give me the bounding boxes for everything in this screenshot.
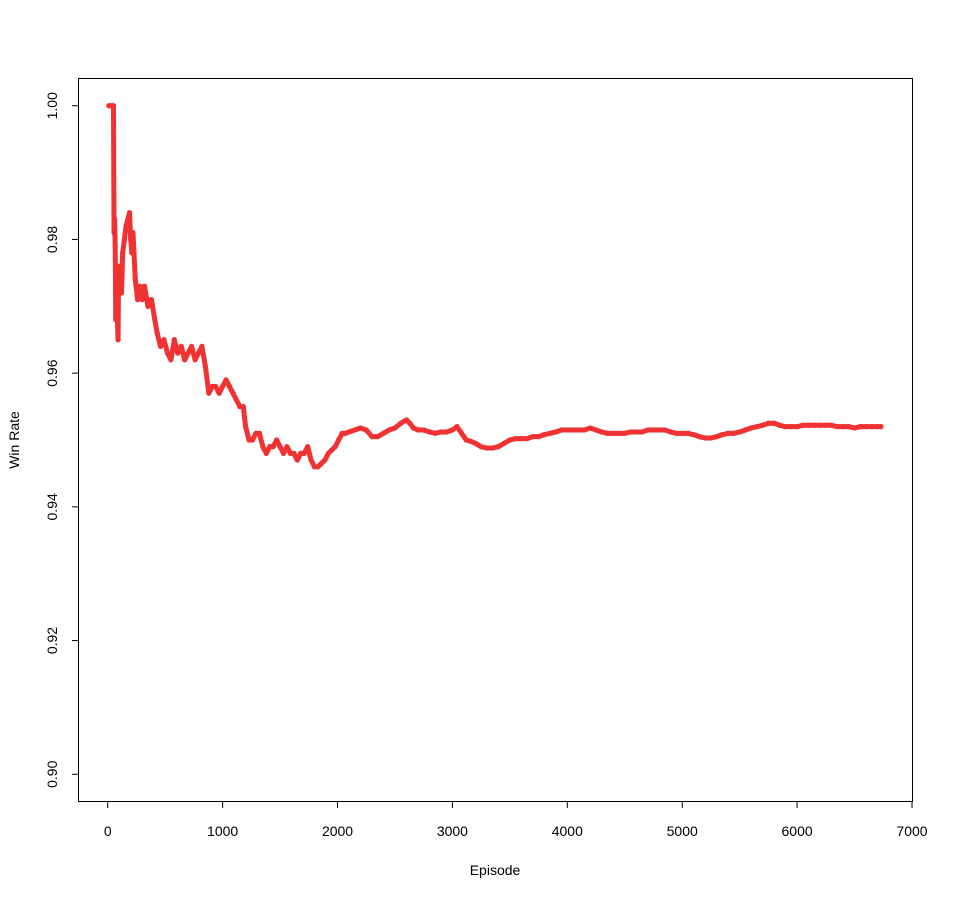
series-segment: [202, 363, 212, 396]
y-tick-label: 0.92: [44, 627, 60, 654]
y-tick-label: 0.94: [44, 493, 60, 520]
x-tick-label: 1000: [207, 823, 238, 839]
data-point: [878, 424, 884, 430]
series-segment: [110, 103, 117, 236]
series-segment: [148, 297, 158, 323]
x-tick-label: 5000: [667, 823, 698, 839]
series-segment: [240, 404, 249, 430]
y-tick-label: 0.98: [44, 226, 60, 253]
x-tick-label: 7000: [896, 823, 927, 839]
x-tick-label: 4000: [552, 823, 583, 839]
x-tick-label: 6000: [782, 823, 813, 839]
series-segment: [112, 216, 118, 249]
x-tick-label: 2000: [322, 823, 353, 839]
y-axis: 0.90 0.92 0.94 0.96 0.98 1.00: [44, 92, 79, 788]
y-tick-label: 0.90: [44, 760, 60, 787]
y-axis-title: Win Rate: [6, 411, 22, 469]
x-axis: 0 1000 2000 3000 4000 5000 6000 7000: [104, 801, 928, 839]
x-tick-label: 0: [104, 823, 112, 839]
data-series: [106, 103, 884, 470]
y-tick-label: 1.00: [44, 92, 60, 119]
series-segment: [119, 250, 126, 296]
series-segment: [130, 230, 138, 283]
x-axis-title: Episode: [470, 862, 521, 878]
y-tick-label: 0.96: [44, 359, 60, 386]
series-segment: [199, 343, 208, 369]
x-tick-label: 3000: [437, 823, 468, 839]
